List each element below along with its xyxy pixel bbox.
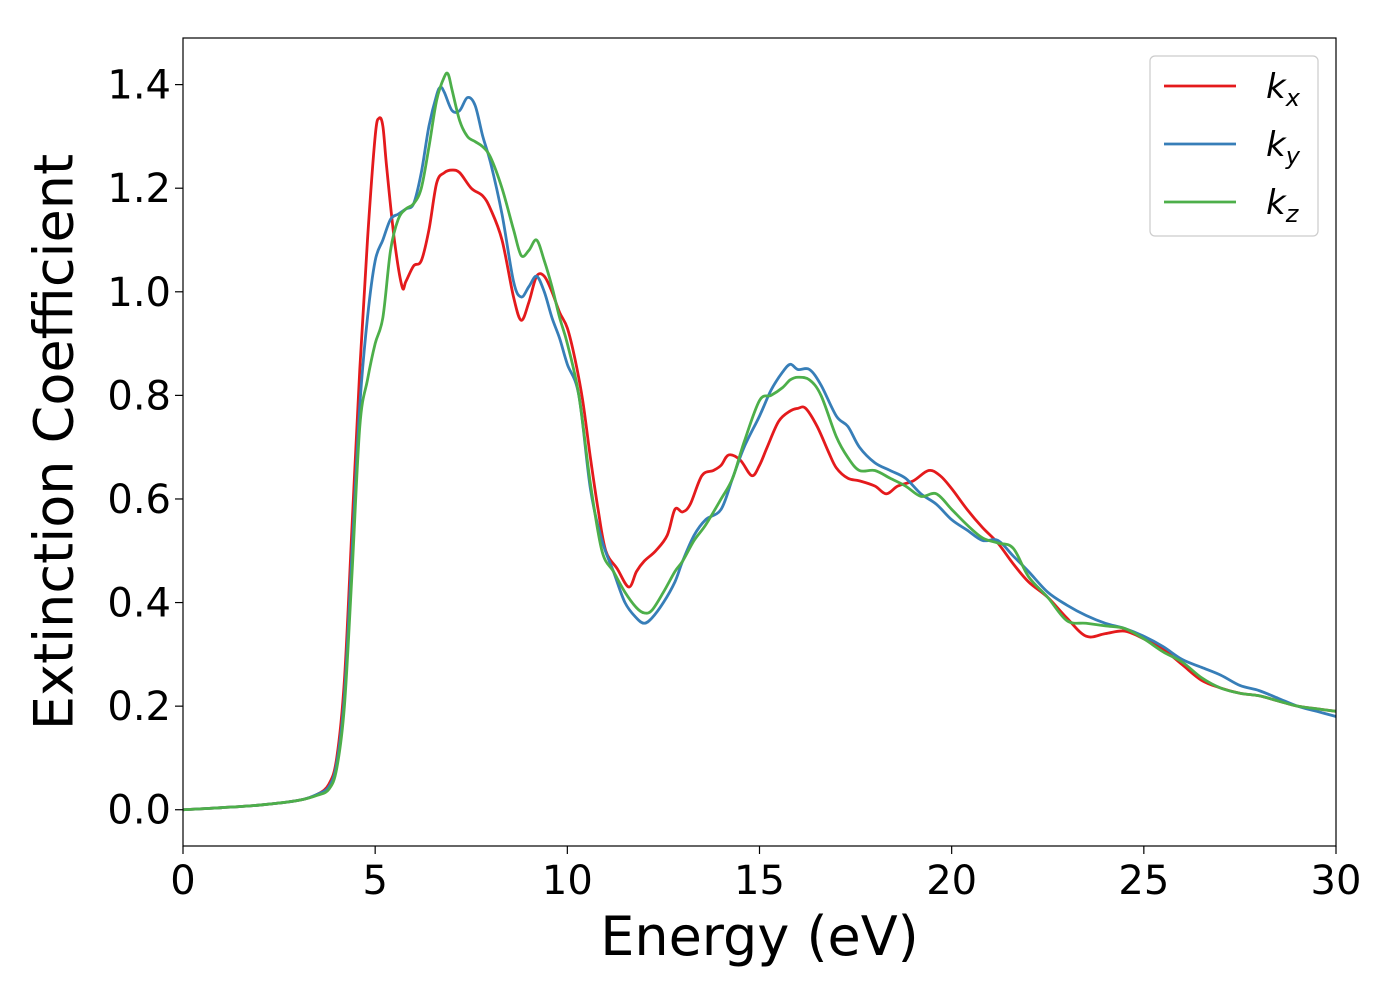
- legend: kx ky kz: [1149, 55, 1319, 237]
- x-tick-label: 25: [1118, 858, 1169, 904]
- y-tick-label: 0.6: [107, 477, 171, 523]
- x-axis-ticks: 0 5 10 15 20 25 30: [170, 846, 1361, 904]
- series-line-ky: [183, 85, 1336, 812]
- y-tick-label: 0.8: [107, 373, 171, 419]
- y-tick-label: 1.0: [107, 270, 171, 316]
- x-tick-label: 10: [542, 858, 593, 904]
- legend-label-kz: kz: [1266, 183, 1300, 228]
- legend-label-kx: kx: [1266, 67, 1301, 112]
- y-tick-label: 1.4: [107, 63, 171, 109]
- series-line-kz: [183, 71, 1336, 812]
- x-tick-label: 15: [734, 858, 785, 904]
- x-tick-label: 20: [926, 858, 977, 904]
- legend-label-ky: ky: [1266, 125, 1301, 170]
- y-tick-label: 0.2: [107, 684, 171, 730]
- y-tick-label: 0.0: [107, 788, 171, 834]
- legend-box: [1149, 55, 1319, 237]
- y-tick-label: 0.4: [107, 581, 171, 627]
- y-tick-label: 1.2: [107, 166, 171, 212]
- x-tick-label: 5: [362, 858, 387, 904]
- series-line-kx: [183, 116, 1336, 812]
- series-layer: [183, 71, 1336, 812]
- y-axis-ticks: 0.0 0.2 0.4 0.6 0.8 1.0 1.2 1.4: [107, 63, 183, 834]
- x-tick-label: 0: [170, 858, 195, 904]
- x-tick-label: 30: [1311, 858, 1362, 904]
- y-axis-title: Extinction Coefficient: [23, 154, 86, 730]
- x-axis-title: Energy (eV): [600, 905, 919, 968]
